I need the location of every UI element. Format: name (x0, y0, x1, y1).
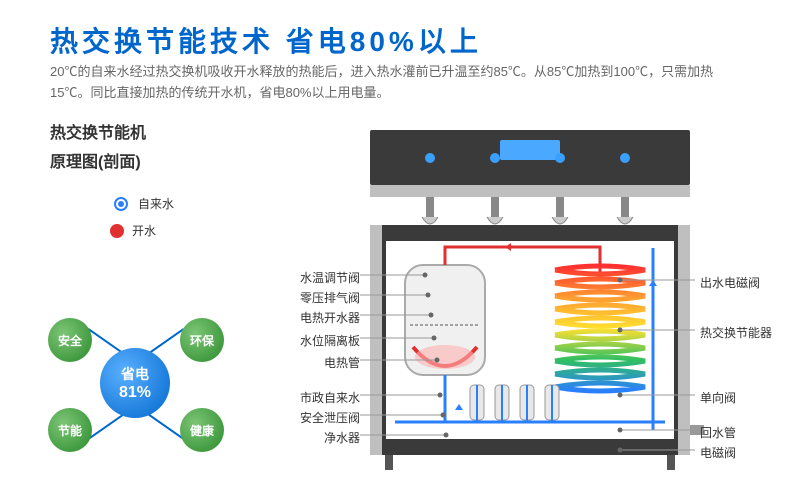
main-title: 热交换节能技术 省电80%以上 (50, 20, 482, 60)
label-right: 热交换节能器 (700, 324, 790, 341)
badge-energy: 节能 (48, 408, 92, 452)
subtitle: 热交换节能机 原理图(剖面) (50, 120, 146, 178)
hot-dot-icon (110, 224, 124, 238)
label-left: 电热开水器 (280, 309, 360, 326)
label-left: 水温调节阀 (280, 269, 360, 286)
badge-health: 健康 (180, 408, 224, 452)
center-badge: 省电 81% (100, 348, 170, 418)
legend-tap-water: 自来水 (110, 195, 174, 212)
legend-hot-water: 开水 (110, 222, 174, 239)
machine-diagram: 水温调节阀零压排气阀电热开水器水位隔离板电热管市政自来水安全泄压阀净水器 出水电… (300, 130, 760, 480)
label-left: 电热管 (280, 354, 360, 371)
center-badge-line1: 省电 (121, 364, 149, 384)
label-right: 电磁阀 (700, 444, 790, 461)
legend: 自来水 开水 (110, 195, 174, 249)
label-left: 市政自来水 (280, 389, 360, 406)
label-right: 回水管 (700, 424, 790, 441)
description-text: 20℃的自来水经过热交换机吸收开水释放的热能后，进入热水灌前已升温至约85℃。从… (50, 62, 750, 104)
label-left: 零压排气阀 (280, 289, 360, 306)
subtitle-line2: 原理图(剖面) (50, 149, 146, 178)
label-right: 出水电磁阀 (700, 274, 790, 291)
label-right: 单向阀 (700, 389, 790, 406)
label-left: 安全泄压阀 (280, 409, 360, 426)
subtitle-line1: 热交换节能机 (50, 120, 146, 149)
legend-tap-label: 自来水 (138, 195, 174, 212)
badge-eco: 环保 (180, 318, 224, 362)
label-left: 净水器 (280, 429, 360, 446)
machine-svg (300, 130, 760, 480)
legend-hot-label: 开水 (132, 222, 156, 239)
badge-safety: 安全 (48, 318, 92, 362)
badge-cluster: 省电 81% 安全 环保 节能 健康 (40, 300, 240, 480)
center-badge-line2: 81% (119, 384, 151, 402)
label-left: 水位隔离板 (280, 332, 360, 349)
